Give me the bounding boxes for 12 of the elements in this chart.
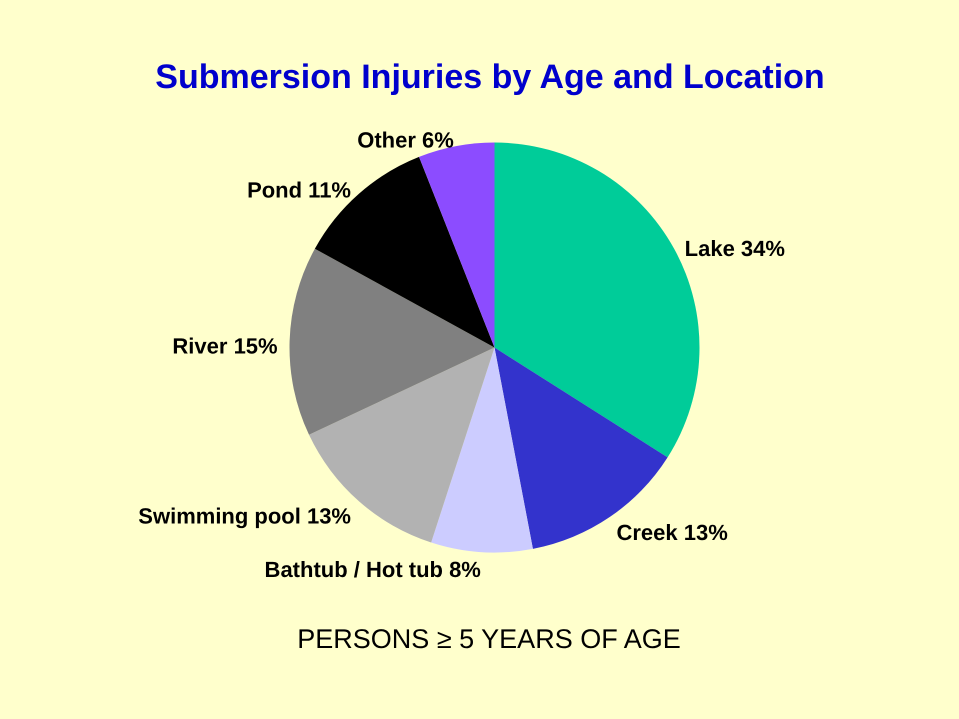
- pie-slice: [290, 248, 494, 435]
- slice-label: Creek 13%: [616, 520, 728, 545]
- pie-slice: [309, 348, 494, 542]
- slice-label: Bathtub / Hot tub 8%: [264, 557, 481, 582]
- slice-label: Lake 34%: [684, 236, 785, 261]
- chart-title: Submersion Injuries by Age and Location: [155, 58, 825, 96]
- slice-label: Other 6%: [357, 127, 454, 152]
- text: PERSONS ≥ 5 YEARS OF AGE: [297, 624, 681, 654]
- slice-label: Swimming pool 13%: [138, 503, 351, 528]
- slice-label: River 15%: [172, 334, 278, 359]
- pie-slice: [431, 348, 533, 552]
- slice-label: Pond 11%: [247, 178, 351, 203]
